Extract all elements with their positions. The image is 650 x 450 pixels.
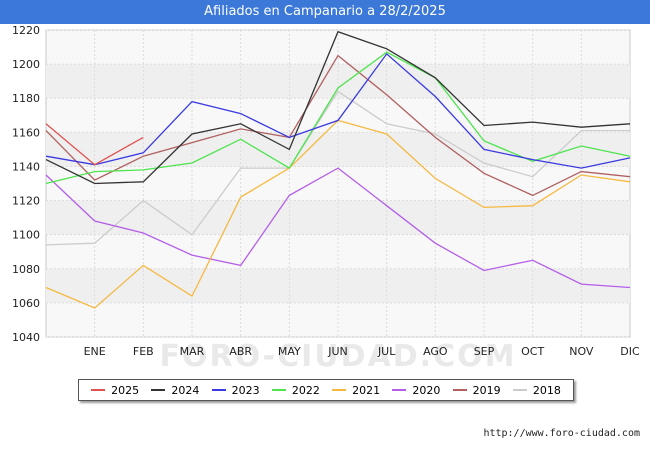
legend-item-2018: 2018	[512, 383, 561, 397]
legend-swatch	[392, 389, 407, 391]
chart-legend: 2025 2024 2023 2022 2021 2020 2019 2018	[78, 379, 574, 401]
legend-item-2025: 2025	[91, 384, 139, 397]
x-tick-label: OCT	[521, 345, 544, 358]
y-tick-label: 1140	[12, 160, 40, 173]
y-tick-label: 1040	[12, 331, 40, 344]
legend-swatch	[91, 389, 106, 391]
legend-label: 2020	[412, 383, 441, 397]
y-tick-label: 1180	[12, 92, 40, 105]
legend-item-2023: 2023	[211, 383, 260, 397]
series-line-2025	[45, 123, 144, 166]
y-tick-label: 1160	[12, 126, 40, 139]
x-tick-label: NOV	[569, 345, 594, 358]
watermark-text: FORO-CIUDAD.COM	[160, 339, 517, 374]
y-tick-label: 1220	[12, 24, 40, 37]
series-line-2024	[45, 30, 631, 185]
y-tick-label: 1100	[12, 229, 40, 242]
y-tick-label: 1080	[12, 263, 40, 276]
legend-label: 2019	[472, 383, 501, 397]
x-tick-label: MAR	[180, 345, 205, 358]
legend-swatch	[512, 389, 527, 391]
x-tick-label: JUL	[377, 345, 396, 358]
legend-label: 2023	[231, 383, 260, 397]
chart-title: Afiliados en Campanario a 28/2/2025	[0, 0, 650, 24]
legend-swatch	[151, 389, 166, 391]
legend-label: 2022	[291, 383, 320, 397]
legend-label: 2025	[111, 383, 140, 397]
x-tick-label: AGO	[423, 345, 448, 358]
legend-label: 2021	[352, 383, 381, 397]
legend-item-2021: 2021	[332, 384, 380, 397]
series-line-2020	[45, 167, 631, 289]
x-tick-label: FEB	[133, 345, 154, 358]
legend-item-2020: 2020	[392, 384, 440, 397]
legend-item-2019: 2019	[452, 383, 501, 397]
y-tick-label: 1200	[12, 58, 40, 71]
x-tick-label: MAY	[278, 345, 301, 358]
y-tick-label: 1120	[12, 195, 40, 208]
x-tick-label: SEP	[474, 345, 495, 358]
series-line-2023	[45, 52, 631, 169]
series-line-2022	[45, 51, 631, 185]
legend-swatch	[211, 389, 226, 391]
legend-label: 2024	[171, 383, 200, 397]
x-tick-label: ABR	[229, 345, 252, 358]
legend-swatch	[452, 389, 467, 391]
legend-label: 2018	[532, 383, 561, 397]
grid-band	[46, 200, 630, 235]
legend-swatch	[271, 389, 286, 391]
legend-item-2022: 2022	[271, 383, 320, 397]
x-tick-label: JUN	[327, 345, 348, 358]
legend-item-2024: 2024	[151, 384, 199, 397]
series-line-2019	[45, 54, 631, 197]
grid-band	[46, 64, 630, 99]
y-tick-label: 1060	[12, 297, 40, 310]
x-tick-label: DIC	[620, 345, 640, 358]
series-line-2018	[45, 90, 630, 246]
legend-swatch	[332, 389, 347, 391]
x-tick-label: ENE	[84, 345, 106, 358]
footer-url: http://www.foro-ciudad.com	[483, 428, 640, 439]
